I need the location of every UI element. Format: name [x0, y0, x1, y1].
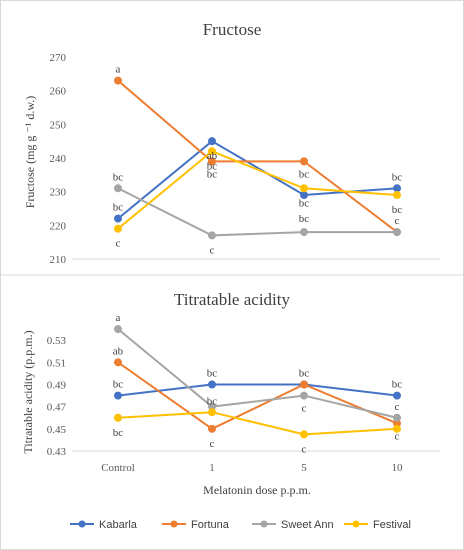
data-point	[393, 424, 401, 433]
x-tick-label: Control	[101, 462, 135, 474]
y-tick-label: 0.51	[47, 357, 66, 369]
significance-letter: bc	[299, 213, 310, 225]
legend-label: Kabarla	[99, 519, 138, 531]
acidity-panel: Titratable acidity Titratable acidity (p…	[21, 290, 440, 497]
data-point	[393, 228, 401, 237]
series-line-sweet-ann	[117, 328, 398, 419]
legend-label: Festival	[373, 519, 411, 531]
acidity-y-axis-label: Titratable acidity (p.p.m.)	[21, 330, 35, 453]
y-tick-label: 0.53	[47, 335, 67, 347]
acidity-x-axis-label: Melatonin dose p.p.m.	[203, 483, 311, 497]
significance-letter: bc	[207, 160, 218, 172]
legend-marker	[78, 520, 86, 528]
significance-letter: c	[116, 238, 121, 250]
legend-marker	[170, 520, 178, 528]
series-line-fortuna	[117, 361, 398, 430]
legend-marker	[260, 520, 268, 528]
data-point	[208, 424, 216, 433]
data-point	[208, 231, 216, 240]
significance-letter: c	[395, 215, 400, 227]
significance-letter: c	[210, 438, 215, 450]
chart-legend: Kabarla Fortuna Sweet Ann Festival	[70, 519, 411, 531]
significance-letter: bc	[392, 171, 403, 183]
significance-letter: a	[116, 64, 121, 76]
y-tick-label: 230	[50, 187, 67, 199]
y-tick-label: 0.45	[47, 424, 67, 436]
significance-letter: bc	[392, 379, 403, 391]
significance-letter: ab	[113, 345, 124, 357]
data-point	[114, 325, 122, 334]
data-point	[114, 184, 122, 193]
series-line-sweet-ann	[117, 187, 397, 237]
data-point	[393, 391, 401, 400]
data-point	[393, 413, 401, 422]
series-line-fortuna	[117, 79, 398, 233]
significance-letter: bc	[207, 368, 218, 380]
fructose-title: Fructose	[203, 20, 262, 39]
data-point	[114, 413, 122, 422]
x-tick-label: 5	[301, 462, 307, 474]
data-point	[393, 191, 401, 200]
series-line-kabarla	[117, 383, 398, 397]
data-point	[208, 157, 216, 166]
data-point	[300, 157, 308, 166]
y-tick-label: 240	[50, 153, 67, 165]
y-tick-label: 0.47	[47, 402, 67, 414]
data-point	[300, 184, 308, 193]
significance-letter: bc	[392, 204, 403, 216]
significance-letter: c	[302, 403, 307, 415]
significance-letter: c	[302, 443, 307, 455]
legend-label: Fortuna	[191, 519, 230, 531]
y-tick-label: 210	[50, 254, 67, 266]
data-point	[114, 224, 122, 233]
data-point	[114, 214, 122, 223]
legend-marker	[352, 520, 360, 528]
significance-letter: bc	[207, 396, 218, 408]
significance-letter: bc	[113, 171, 124, 183]
x-tick-label: 1	[209, 462, 215, 474]
series-line-festival	[117, 411, 398, 436]
significance-letter: ab	[207, 150, 218, 162]
significance-letter: c	[210, 244, 215, 256]
significance-letter: bc	[113, 202, 124, 214]
y-tick-label: 220	[50, 220, 67, 232]
data-point	[300, 430, 308, 439]
y-tick-label: 0.43	[47, 446, 67, 458]
significance-letter: bc	[113, 427, 124, 439]
y-tick-label: 250	[50, 119, 67, 131]
y-tick-label: 270	[50, 52, 67, 64]
y-tick-label: 0.49	[47, 380, 67, 392]
significance-letter: bc	[299, 368, 310, 380]
significance-letter: bc	[207, 168, 218, 180]
acidity-title: Titratable acidity	[174, 290, 290, 309]
data-point	[208, 408, 216, 417]
significance-letter: bc	[299, 197, 310, 209]
data-point	[114, 76, 122, 85]
y-tick-label: 260	[50, 86, 67, 98]
significance-letter: c	[395, 430, 400, 442]
significance-letter: a	[116, 312, 121, 324]
data-point	[300, 228, 308, 237]
data-point	[393, 184, 401, 193]
x-tick-label: 10	[392, 462, 404, 474]
significance-letter: c	[395, 401, 400, 413]
significance-letter: bc	[113, 379, 124, 391]
data-point	[208, 380, 216, 389]
fructose-y-axis-label: Fructose (mg g ⁻¹ d.w.)	[23, 96, 37, 208]
series-line-festival	[117, 150, 398, 230]
series-line-kabarla	[117, 139, 398, 220]
data-point	[208, 137, 216, 146]
legend-label: Sweet Ann	[281, 519, 334, 531]
data-point	[300, 380, 308, 389]
data-point	[208, 147, 216, 156]
data-point	[114, 391, 122, 400]
data-point	[300, 391, 308, 400]
fructose-panel: Fructose Fructose (mg g ⁻¹ d.w.) 210 220 2…	[23, 20, 440, 266]
data-point	[114, 358, 122, 367]
significance-letter: bc	[299, 168, 310, 180]
